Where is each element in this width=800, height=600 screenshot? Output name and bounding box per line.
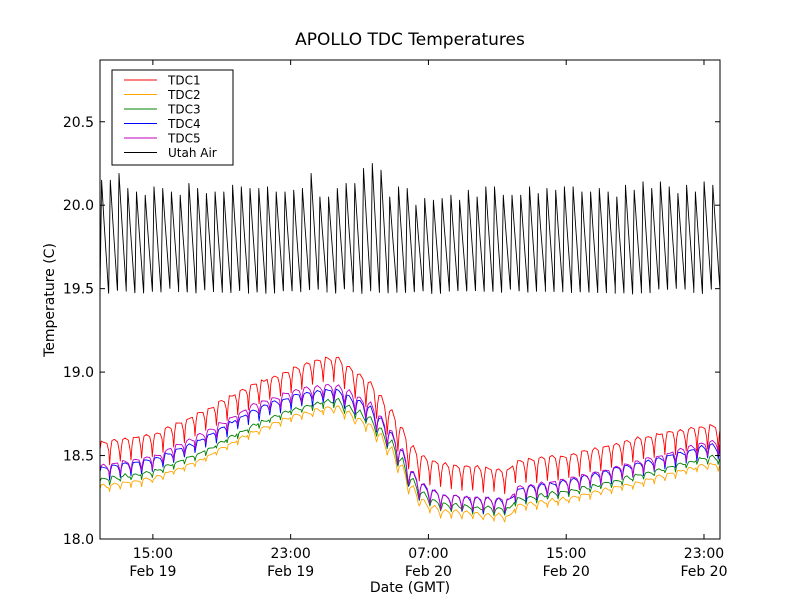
series-line-tdc5 [100, 383, 720, 513]
chart-title: APOLLO TDC Temperatures [295, 30, 525, 50]
x-tick-label-time: 15:00 [546, 546, 586, 562]
x-tick-label-date: Feb 19 [129, 564, 176, 580]
x-tick-label-time: 07:00 [408, 546, 448, 562]
series-line-tdc3 [100, 398, 720, 517]
legend-frame [111, 69, 234, 166]
x-tick-label-time: 15:00 [133, 546, 173, 562]
y-tick-label: 18.0 [63, 532, 94, 548]
y-axis: 18.0 18.5 19.0 19.5 20.0 20.5 [63, 115, 720, 548]
x-tick-label-date: Feb 19 [267, 564, 314, 580]
y-tick-label: 20.0 [63, 198, 94, 214]
x-tick-label-time: 23:00 [270, 546, 310, 562]
x-tick-label-date: Feb 20 [680, 564, 727, 580]
legend-label: TDC2 [167, 88, 201, 102]
legend-label: TDC3 [167, 103, 201, 117]
x-axis: 15:00 Feb 19 23:00 Feb 19 07:00 Feb 20 15:00 Fe… [129, 60, 728, 580]
y-tick-label: 19.5 [63, 282, 94, 298]
y-tick-label: 18.5 [63, 449, 94, 465]
axes-frame [99, 59, 721, 540]
series-layer [100, 163, 720, 523]
y-tick-label: 20.5 [63, 115, 94, 131]
series-line-tdc2 [100, 405, 720, 523]
legend-label: Utah Air [168, 146, 217, 160]
series-line-tdc1 [100, 356, 720, 495]
y-tick-label: 19.0 [63, 365, 94, 381]
legend-label: TDC1 [167, 74, 201, 88]
x-tick-label-date: Feb 20 [405, 564, 452, 580]
legend-label: TDC4 [167, 117, 201, 131]
x-tick-label-date: Feb 20 [543, 564, 590, 580]
series-line-utah-air [100, 163, 720, 295]
x-tick-label-time: 23:00 [684, 546, 724, 562]
legend-label: TDC5 [167, 132, 201, 146]
x-axis-label: Date (GMT) [370, 580, 450, 596]
y-axis-label: Temperature (C) [42, 243, 58, 358]
